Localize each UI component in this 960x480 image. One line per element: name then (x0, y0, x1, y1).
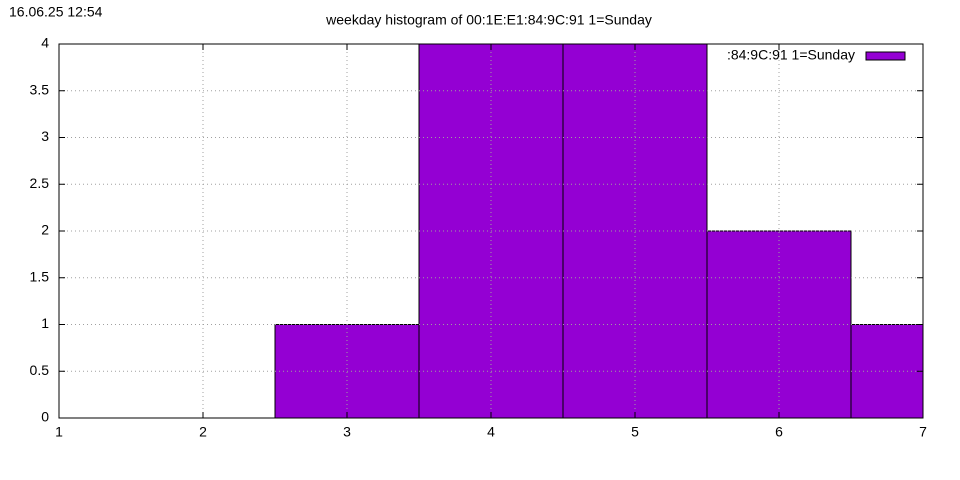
y-tick-label: 0 (41, 409, 49, 425)
x-tick-label: 5 (631, 424, 639, 440)
legend-swatch (865, 51, 906, 61)
y-tick-label: 4 (41, 35, 49, 51)
timestamp: 16.06.25 12:54 (9, 4, 103, 20)
y-tick-label: 1 (41, 315, 49, 331)
x-tick-label: 2 (199, 424, 207, 440)
plot-border (58, 43, 924, 419)
y-tick-label: 3 (41, 128, 49, 144)
chart-title: weekday histogram of 00:1E:E1:84:9C:91 1… (325, 12, 652, 28)
y-tick-label: 2.5 (30, 175, 50, 191)
x-tick-label: 6 (775, 424, 783, 440)
plot-area (274, 44, 923, 418)
x-tick-label: 7 (919, 424, 927, 440)
y-tick-label: 3.5 (30, 81, 50, 97)
legend-label: :84:9C:91 1=Sunday (727, 47, 855, 63)
x-tick-label: 3 (343, 424, 351, 440)
x-tick-label: 4 (487, 424, 495, 440)
y-tick-label: 1.5 (30, 268, 50, 284)
y-tick-label: 0.5 (30, 362, 50, 378)
y-tick-label: 2 (41, 222, 49, 238)
x-tick-label: 1 (55, 424, 63, 440)
